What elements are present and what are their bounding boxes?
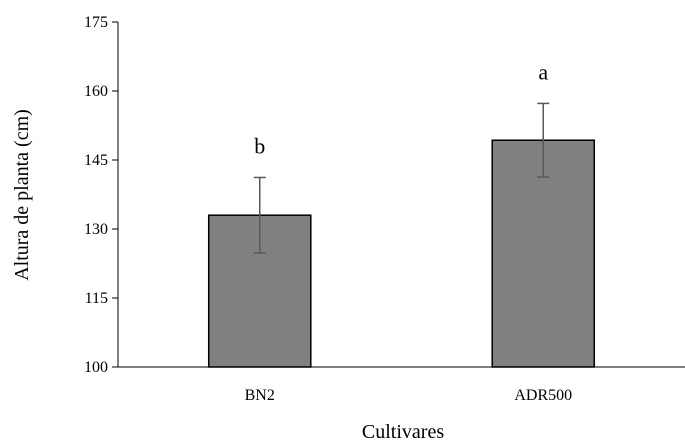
bars: [207, 139, 596, 368]
significance-label: a: [538, 59, 548, 84]
x-tick-label: BN2: [245, 387, 275, 404]
y-axis-title: Altura de planta (cm): [11, 109, 33, 281]
significance-label: b: [254, 133, 265, 158]
x-axis-tick-labels: BN2 ADR500: [245, 387, 573, 404]
significance-labels: ba: [254, 59, 548, 158]
y-axis-ticks: 100 115 130 145 160 175: [84, 14, 118, 376]
y-tick-label: 100: [84, 359, 108, 376]
x-tick-label: ADR500: [514, 387, 572, 404]
y-tick-label: 115: [85, 290, 108, 307]
y-tick-label: 160: [84, 83, 108, 100]
x-axis-title: Cultivares: [362, 421, 444, 441]
y-tick-label: 145: [84, 152, 108, 169]
bar-adr500: [491, 139, 596, 368]
y-tick-label: 130: [84, 221, 108, 238]
y-tick-label: 175: [84, 14, 108, 31]
error-bars: [253, 102, 550, 254]
